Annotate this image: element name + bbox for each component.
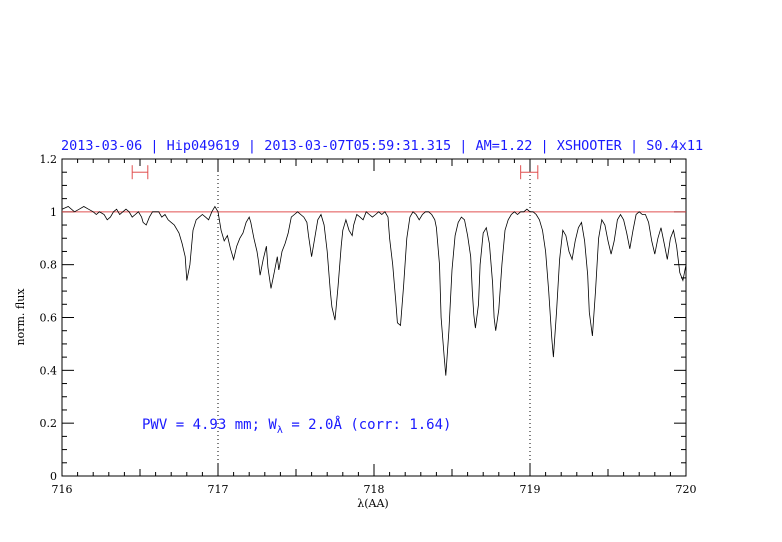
y-tick-label: 0 <box>50 470 57 483</box>
y-tick-label: 1 <box>50 206 57 219</box>
y-axis-label: norm. flux <box>14 288 27 346</box>
y-tick-label: 0.8 <box>40 259 58 272</box>
y-tick-label: 1.2 <box>40 153 58 166</box>
spectrum-line <box>61 205 687 376</box>
plot-area: 716 717 718 719 720 0 0.2 0.4 0.6 0.8 1 1.2 <box>40 153 697 496</box>
y-tick-label: 0.6 <box>40 312 58 325</box>
y-tick-label: 0.4 <box>40 364 58 377</box>
x-tick-label: 719 <box>520 483 541 496</box>
pwv-annotation: PWV = 4.93 mm; Wλ = 2.0Å (corr: 1.64) <box>142 416 451 436</box>
x-axis-label: λ(AA) <box>357 497 388 510</box>
pwv-annotation-subscript: λ <box>277 425 283 436</box>
x-tick-label: 720 <box>676 483 697 496</box>
x-tick-label: 718 <box>364 483 385 496</box>
y-tick-label: 0.2 <box>40 417 58 430</box>
pwv-annotation-prefix: PWV = 4.93 mm; W <box>142 417 277 433</box>
x-tick-label: 717 <box>208 483 229 496</box>
x-tick-label: 716 <box>52 483 73 496</box>
chart-title: 2013-03-06 | Hip049619 | 2013-03-07T05:5… <box>61 138 703 154</box>
pwv-annotation-suffix: = 2.0Å (corr: 1.64) <box>283 416 452 433</box>
